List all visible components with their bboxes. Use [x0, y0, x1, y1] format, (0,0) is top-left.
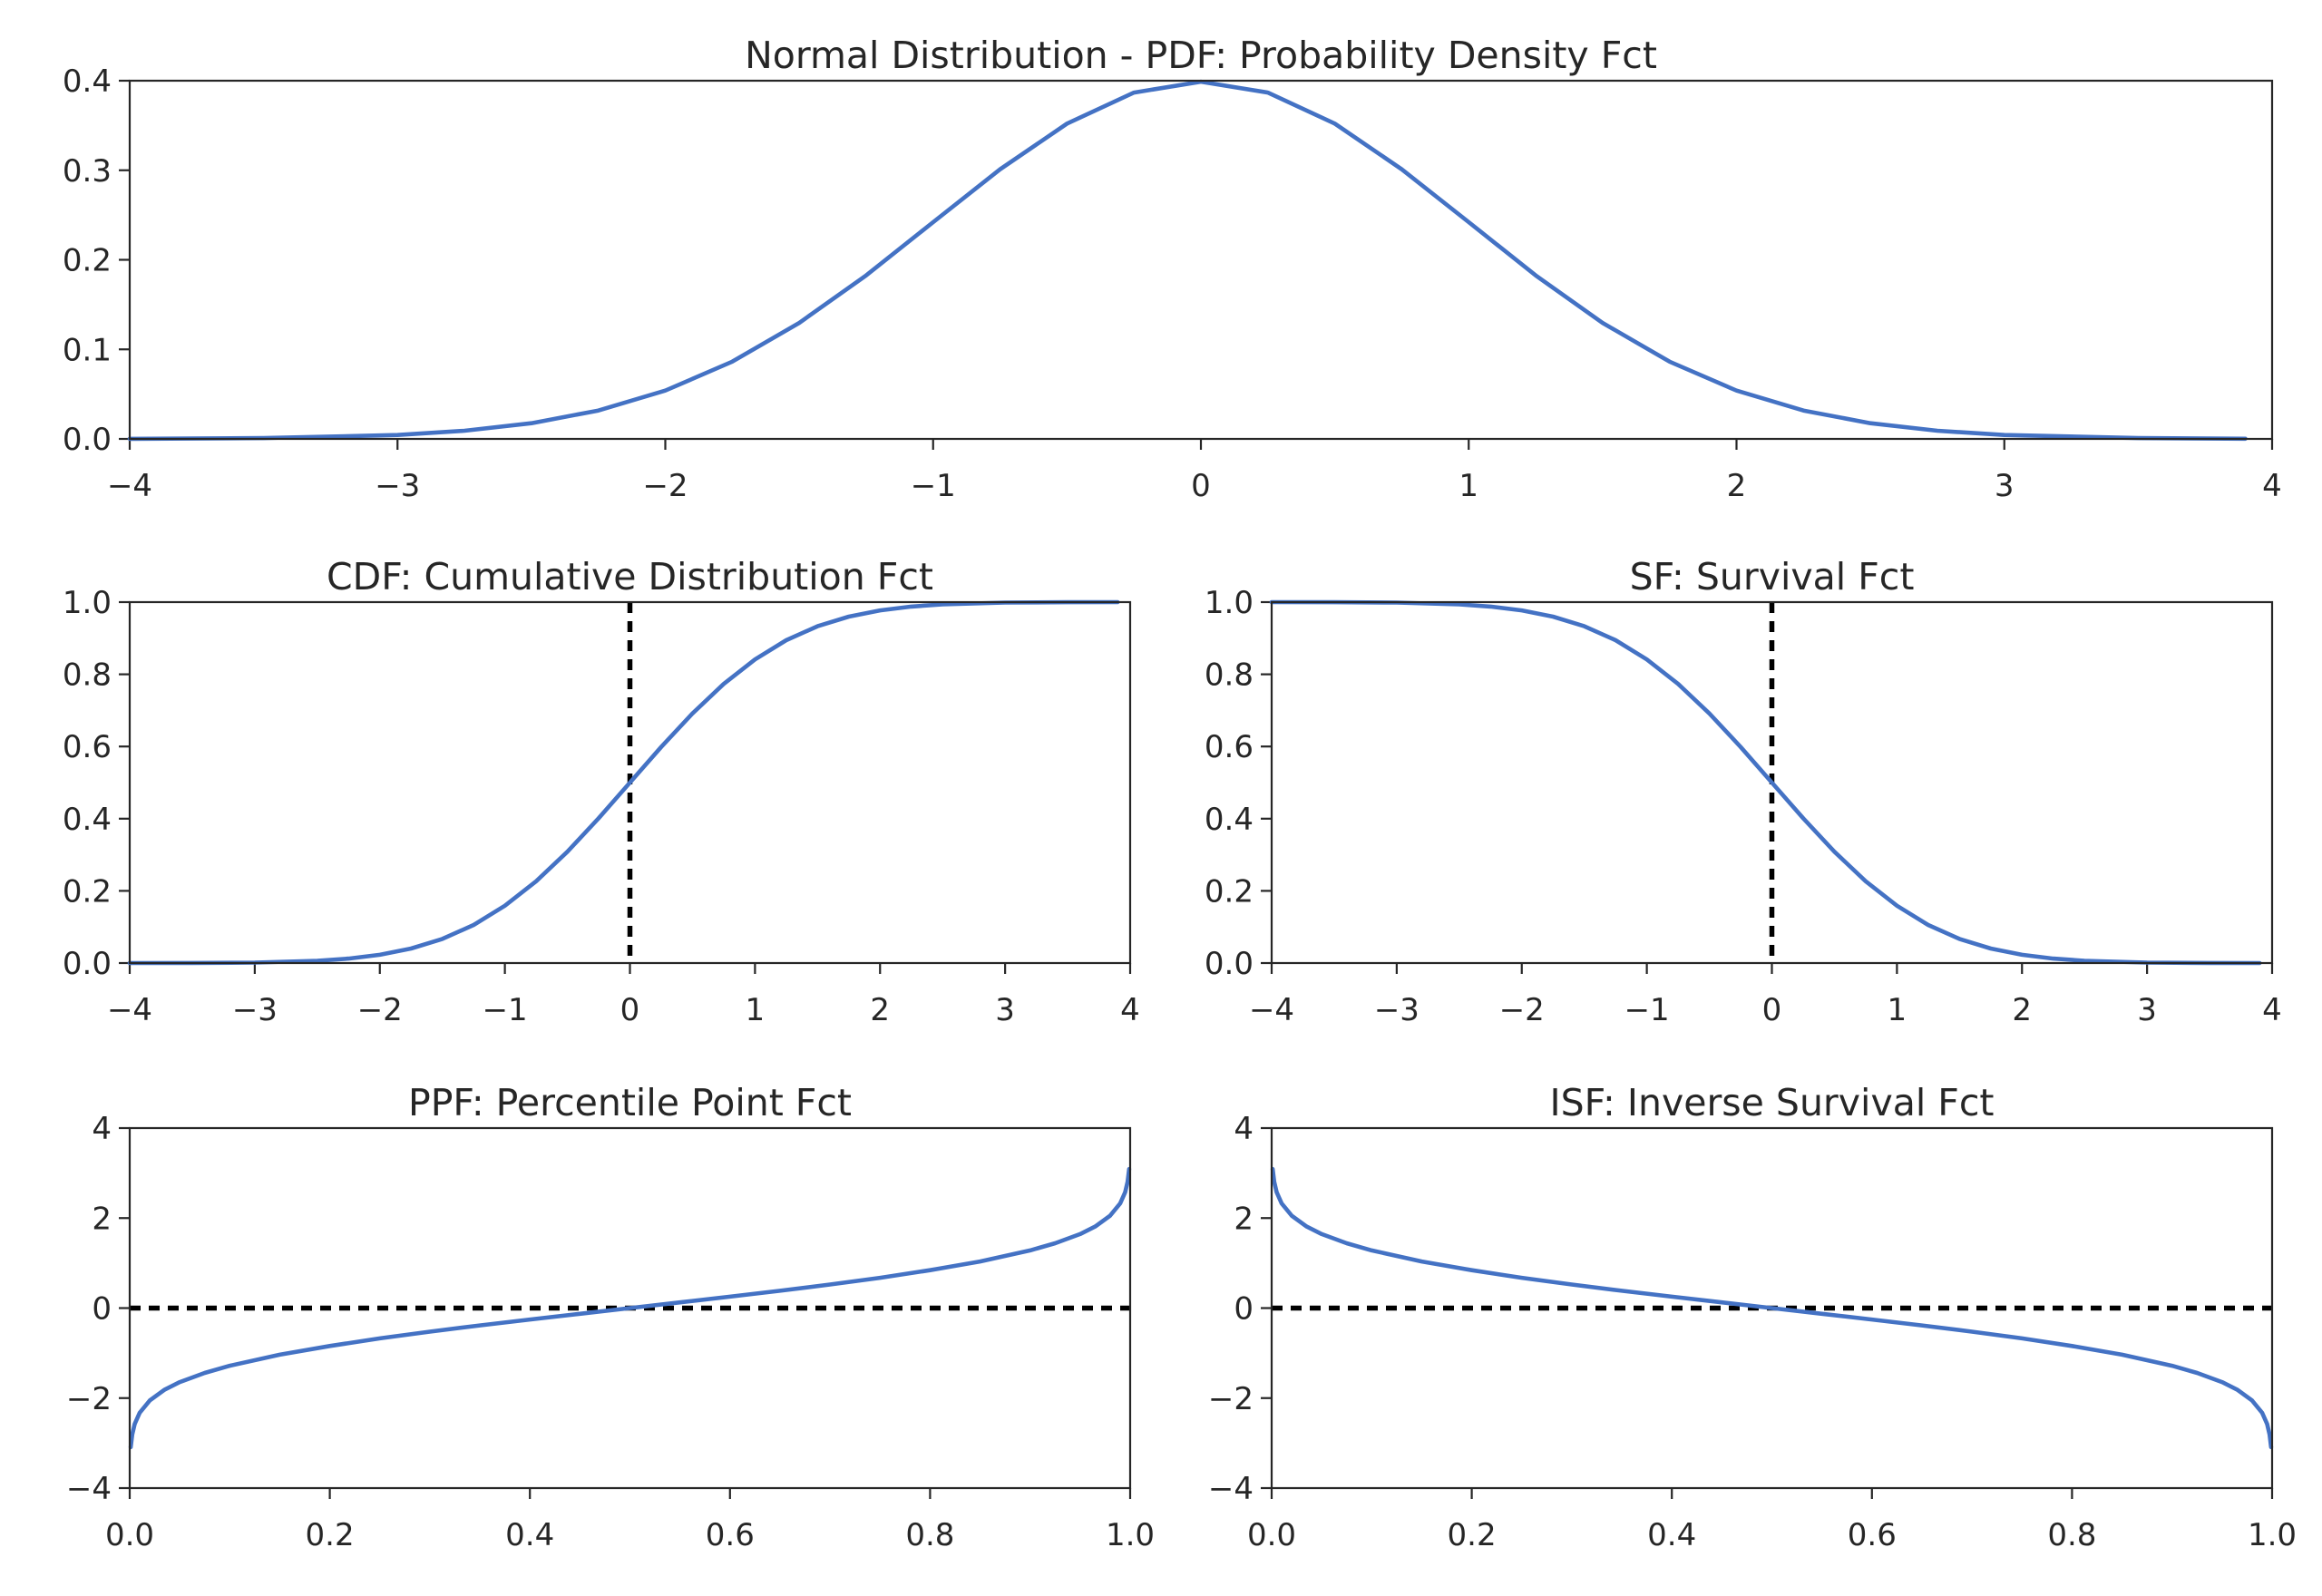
cdf-x-tick-label: 3: [995, 992, 1015, 1028]
ppf-x-tick-label: 1.0: [1106, 1517, 1155, 1553]
cdf-curve: [127, 599, 1120, 966]
pdf-x-tick-label: 0: [1191, 468, 1211, 504]
sf-y-tick-label: 1.0: [1205, 585, 1254, 621]
isf-x-tick-label: 0.0: [1247, 1517, 1296, 1553]
ppf-title: PPF: Percentile Point Fct: [408, 1081, 852, 1124]
isf-y-tick-label: 0: [1234, 1291, 1254, 1328]
sf-y-tick-label: 0.6: [1205, 729, 1254, 765]
ppf-y-tick-label: −2: [66, 1381, 112, 1417]
ppf-y-tick-label: −4: [66, 1471, 112, 1507]
ppf-x-tick-label: 0.8: [905, 1517, 954, 1553]
pdf-axes-frame: [128, 79, 2274, 441]
cdf-y-tick-label: 0.4: [63, 802, 112, 838]
pdf-y-tick-label: 0.1: [63, 332, 112, 368]
ppf-x-tick-label: 0.2: [306, 1517, 355, 1553]
pdf-x-tick-label: 1: [1459, 468, 1478, 504]
sf-axes-frame: [1270, 600, 2274, 965]
isf-x-tick-label: 0.2: [1448, 1517, 1497, 1553]
pdf-curve: [127, 79, 2248, 442]
pdf-y-tick-label: 0.0: [63, 422, 112, 458]
isf-axes-frame: [1270, 1126, 2274, 1490]
sf-y-tick-label: 0.2: [1205, 873, 1254, 910]
sf-panel: SF: Survival Fct −4 −3 −2 −1 0 1 2 3 4 0.0 0.2 0.4 0.…: [1205, 555, 2282, 1028]
cdf-x-tick-label: 0: [620, 992, 640, 1028]
ppf-y-tick-label: 2: [92, 1201, 112, 1237]
cdf-x-tick-label: −4: [107, 992, 152, 1028]
isf-curve: [1270, 1166, 2274, 1450]
cdf-x-tick-label: −1: [483, 992, 528, 1028]
sf-x-tick-label: 2: [2012, 992, 2032, 1028]
ppf-y-tick-label: 0: [92, 1291, 112, 1328]
cdf-y-tick-label: 0.2: [63, 873, 112, 910]
sf-x-tick-label: −1: [1624, 992, 1670, 1028]
cdf-y-tick-label: 1.0: [63, 585, 112, 621]
pdf-panel: Normal Distribution - PDF: Probability D…: [63, 34, 2282, 504]
ppf-axes-frame: [128, 1126, 1132, 1490]
pdf-x-tick-label: 2: [1727, 468, 1747, 504]
isf-y-tick-label: 2: [1234, 1201, 1254, 1237]
sf-title: SF: Survival Fct: [1630, 555, 1915, 598]
cdf-y-tick-label: 0.8: [63, 657, 112, 694]
isf-x-tick-label: 0.6: [1848, 1517, 1897, 1553]
ppf-y-tick-label: 4: [92, 1111, 112, 1147]
cdf-x-tick-label: −2: [357, 992, 403, 1028]
isf-y-tick-label: 4: [1234, 1111, 1254, 1147]
sf-x-tick-label: −4: [1249, 992, 1294, 1028]
isf-y-tick-label: −4: [1208, 1471, 1254, 1507]
pdf-y-tick-label: 0.3: [63, 153, 112, 190]
sf-x-tick-label: 3: [2137, 992, 2157, 1028]
cdf-y-tick-label: 0.0: [63, 946, 112, 982]
isf-x-tick-label: 0.4: [1647, 1517, 1696, 1553]
ppf-x-tick-label: 0.6: [706, 1517, 755, 1553]
cdf-title: CDF: Cumulative Distribution Fct: [327, 555, 933, 598]
sf-x-tick-label: 4: [2262, 992, 2282, 1028]
sf-y-tick-label: 0.0: [1205, 946, 1254, 982]
cdf-panel: CDF: Cumulative Distribution Fct −4 −3 −2 −1…: [63, 555, 1140, 1028]
isf-title: ISF: Inverse Survival Fct: [1550, 1081, 1995, 1124]
cdf-y-tick-label: 0.6: [63, 729, 112, 765]
cdf-x-tick-label: 1: [746, 992, 766, 1028]
ppf-curve: [128, 1166, 1132, 1450]
pdf-y-tick-label: 0.2: [63, 243, 112, 279]
isf-x-tick-label: 0.8: [2047, 1517, 2096, 1553]
isf-panel: ISF: Inverse Survival Fct 0.0 0.2 0.4 0.6 0.8…: [1208, 1081, 2297, 1553]
ppf-x-tick-label: 0.4: [505, 1517, 554, 1553]
isf-y-tick-label: −2: [1208, 1381, 1254, 1417]
cdf-x-tick-label: 2: [870, 992, 890, 1028]
pdf-x-tick-label: 3: [1995, 468, 2015, 504]
cdf-x-tick-label: 4: [1120, 992, 1140, 1028]
cdf-axes-frame: [128, 600, 1132, 965]
pdf-x-tick-label: −3: [375, 468, 420, 504]
sf-x-tick-label: −3: [1374, 992, 1420, 1028]
pdf-y-tick-label: 0.4: [63, 63, 112, 100]
sf-y-tick-label: 0.8: [1205, 657, 1254, 694]
pdf-x-tick-label: −2: [642, 468, 688, 504]
sf-curve: [1269, 599, 2262, 966]
pdf-x-tick-label: −4: [107, 468, 152, 504]
ppf-x-tick-label: 0.0: [105, 1517, 154, 1553]
ppf-panel: PPF: Percentile Point Fct 0.0 0.2 0.4 0.6 0.8…: [66, 1081, 1155, 1553]
sf-x-tick-label: 1: [1888, 992, 1907, 1028]
sf-x-tick-label: −2: [1499, 992, 1545, 1028]
cdf-x-tick-label: −3: [232, 992, 278, 1028]
pdf-x-tick-label: 4: [2262, 468, 2282, 504]
pdf-title: Normal Distribution - PDF: Probability D…: [745, 34, 1657, 77]
sf-y-tick-label: 0.4: [1205, 802, 1254, 838]
pdf-x-tick-label: −1: [911, 468, 956, 504]
sf-x-tick-label: 0: [1762, 992, 1782, 1028]
isf-x-tick-label: 1.0: [2248, 1517, 2297, 1553]
